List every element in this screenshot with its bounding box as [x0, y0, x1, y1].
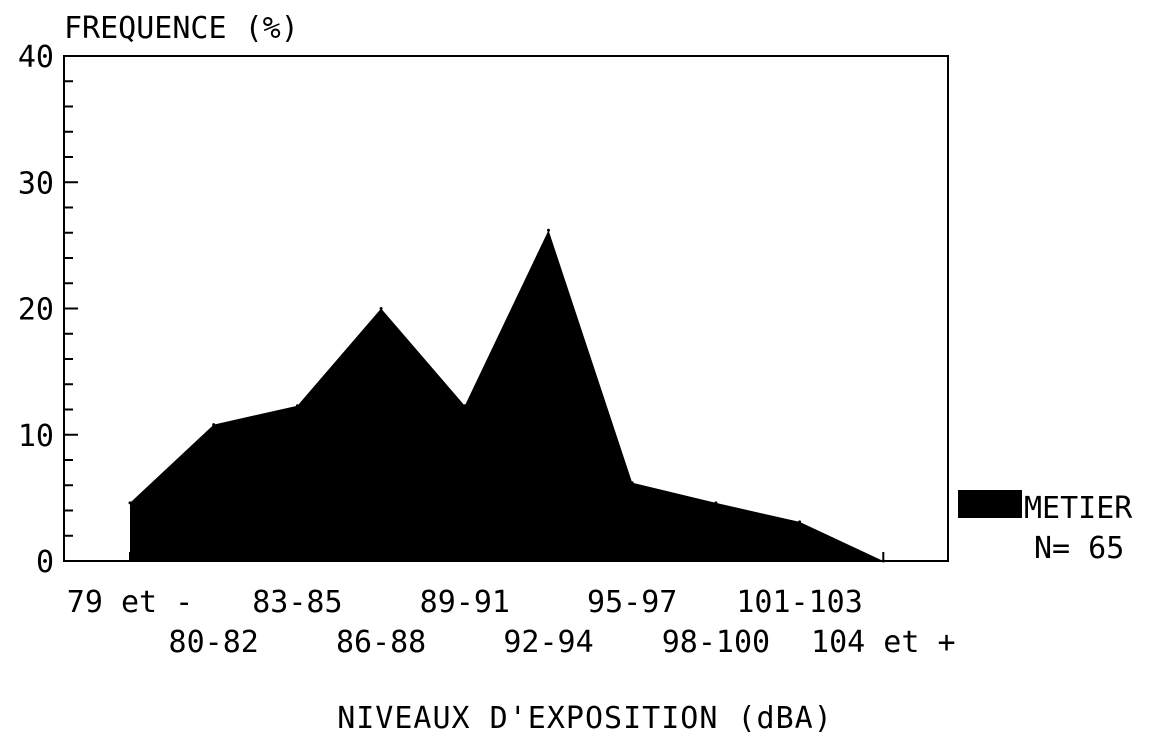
y-tick-labels: 0 10 20 30 40 [18, 40, 54, 580]
area-vertex [212, 423, 216, 427]
y-tick-label: 30 [18, 166, 54, 201]
x-category-label: 104 et + [811, 625, 956, 660]
x-category-label: 89-91 [420, 585, 510, 620]
x-category-label: 95-97 [587, 585, 677, 620]
area-layer [128, 228, 885, 563]
x-category-label: 79 et - [67, 585, 193, 620]
area-series-metier [130, 230, 884, 561]
x-category-label: 101-103 [736, 585, 862, 620]
x-category-label: 98-100 [662, 625, 770, 660]
x-axis-title: NIVEAUX D'EXPOSITION (dBA) [337, 701, 833, 736]
x-category-label: 86-88 [336, 625, 426, 660]
area-vertex [798, 520, 802, 524]
y-tick-label: 40 [18, 40, 54, 75]
x-category-labels: 79 et - 80-82 83-85 86-88 89-91 92-94 95-97 98-… [67, 585, 956, 660]
area-vertex [463, 404, 467, 408]
y-tick-label: 10 [18, 419, 54, 454]
area-vertex [881, 559, 885, 563]
x-category-label: 80-82 [169, 625, 259, 660]
area-vertex [128, 501, 132, 505]
y-tick-label: 20 [18, 293, 54, 328]
area-vertex [295, 404, 299, 408]
y-tick-label: 0 [36, 545, 54, 580]
x-category-label: 83-85 [252, 585, 342, 620]
y-axis-title: FREQUENCE (%) [64, 11, 299, 46]
legend-swatch [958, 490, 1022, 518]
legend-label-metier: METIER [1024, 491, 1133, 526]
area-vertex [630, 481, 634, 485]
y-axis-ticks [64, 55, 78, 562]
area-vertex [714, 501, 718, 505]
area-vertex [379, 307, 383, 310]
area-vertex [547, 228, 550, 232]
x-category-label: 92-94 [503, 625, 593, 660]
legend-n-value: N= 65 [1034, 531, 1124, 566]
